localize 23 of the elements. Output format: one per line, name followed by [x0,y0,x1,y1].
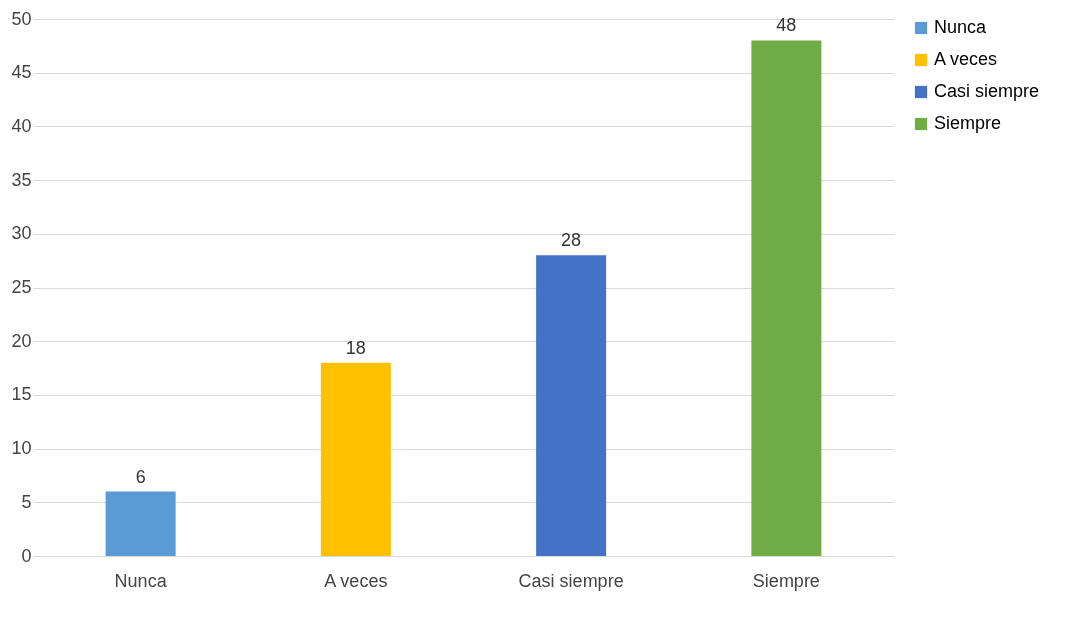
y-tick-label: 5 [21,491,32,512]
x-tick-label: Siempre [752,570,820,591]
legend-label: Siempre [934,113,1002,133]
y-tick-label: 10 [11,438,32,459]
y-tick-label: 15 [11,384,32,405]
y-tick-label: 0 [21,545,32,566]
legend-label: Nunca [934,17,988,37]
y-tick-label: 25 [11,277,32,297]
y-tick-label: 30 [11,223,32,244]
x-tick-label: Nunca [114,570,168,591]
x-tick-label: A veces [324,570,388,591]
y-tick-label: 35 [11,169,32,190]
data-label: 18 [345,337,366,358]
y-tick-label: 45 [11,62,32,83]
y-tick-label: 20 [11,330,32,351]
legend-label: A veces [934,49,998,69]
data-label: 48 [776,15,797,36]
legend-label: Casi siempre [934,81,1040,101]
y-tick-label: 40 [11,115,32,136]
y-tick-label: 50 [11,8,32,29]
data-label: 6 [135,466,146,487]
data-label: 28 [561,230,582,251]
x-tick-label: Casi siempre [518,570,624,591]
